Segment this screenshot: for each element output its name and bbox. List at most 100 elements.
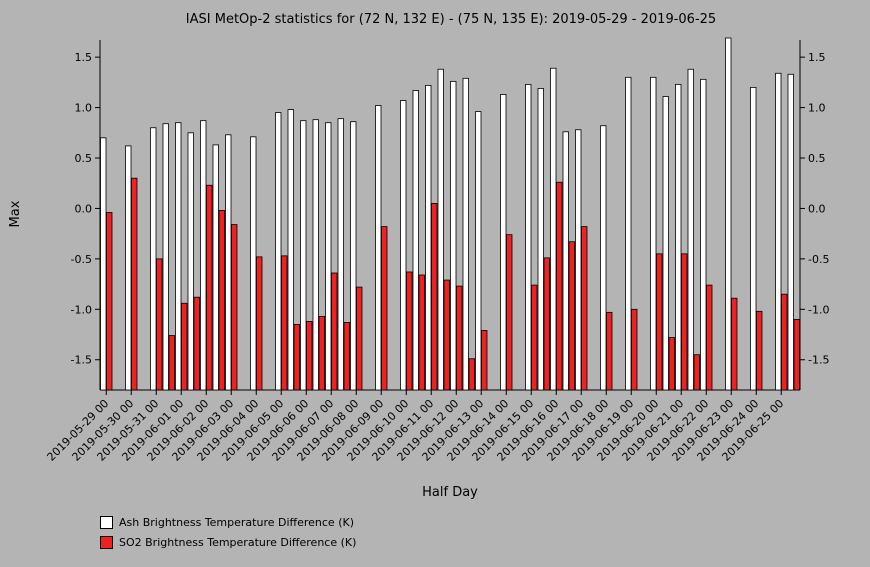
bar-so2	[256, 256, 263, 391]
bar-so2	[793, 318, 800, 391]
legend-label-so2: SO2 Brightness Temperature Difference (K…	[119, 535, 357, 549]
bar-so2	[231, 224, 238, 391]
bar-so2	[606, 311, 613, 391]
bar-so2	[343, 322, 350, 391]
bar-so2	[306, 321, 313, 391]
bar-so2	[468, 358, 475, 391]
bar-ash	[750, 87, 757, 391]
bar-ash	[475, 111, 482, 391]
bar-ash	[162, 123, 169, 391]
bar-so2	[418, 274, 425, 391]
bar-so2	[506, 234, 513, 391]
bar-so2	[581, 226, 588, 391]
bar-ash	[300, 120, 307, 391]
bar-ash	[650, 76, 657, 391]
bar-so2	[443, 279, 450, 391]
y-tick-label-right: 1.0	[808, 102, 826, 115]
bar-so2	[556, 181, 563, 391]
bar-ash	[437, 68, 444, 391]
bar-so2	[756, 310, 763, 391]
bar-so2	[331, 272, 338, 391]
bar-ash	[125, 145, 132, 391]
y-tick-label-right: 0.0	[808, 202, 826, 215]
bar-ash	[700, 78, 707, 391]
bar-ash	[775, 72, 782, 391]
bar-so2	[193, 296, 200, 391]
y-tick-label-right: -0.5	[808, 253, 829, 266]
bar-ash	[400, 100, 407, 391]
legend-swatch-so2	[100, 535, 113, 549]
x-axis-label: Half Day	[422, 485, 478, 500]
bar-ash	[375, 105, 382, 391]
bar-ash	[225, 134, 232, 391]
bar-ash	[662, 96, 669, 391]
bar-so2	[168, 335, 175, 391]
bar-so2	[381, 226, 388, 391]
bar-ash	[200, 120, 207, 391]
y-tick-label-left: 1.0	[75, 102, 93, 115]
legend-swatch-ash	[100, 515, 113, 529]
bar-ash	[275, 112, 282, 391]
bar-ash	[150, 127, 157, 391]
bar-ash	[787, 73, 794, 391]
plot-area: -1.5 -1.5 -1.0 -1.0 -0.5 -0.5 0.0 0.0 0.5 0.5 1.0 1…	[45, 37, 829, 464]
y-tick-label-left: 0.0	[75, 202, 93, 215]
bar-ash	[687, 68, 694, 391]
bar-ash	[100, 137, 107, 391]
bar-so2	[318, 315, 325, 391]
y-tick-label-left: -1.0	[71, 303, 92, 316]
bar-so2	[356, 286, 363, 391]
y-tick-label-right: 1.5	[808, 51, 826, 64]
bar-so2	[206, 184, 213, 391]
bar-ash	[350, 121, 357, 391]
bar-ash	[562, 131, 569, 391]
bar-ash	[450, 80, 457, 391]
y-tick-label-right: -1.5	[808, 354, 829, 367]
bar-so2	[156, 258, 163, 391]
bar-so2	[106, 212, 113, 391]
bar-so2	[681, 253, 688, 391]
bar-so2	[706, 284, 713, 391]
bar-ash	[537, 88, 544, 391]
bar-so2	[481, 330, 488, 391]
bar-ash	[725, 37, 732, 391]
bar-so2	[656, 253, 663, 391]
bar-so2	[781, 293, 788, 391]
bar-so2	[431, 203, 438, 391]
bar-ash	[412, 90, 419, 391]
bar-ash	[187, 132, 194, 391]
bar-ash	[575, 129, 582, 391]
chart-title: IASI MetOp-2 statistics for (72 N, 132 E…	[186, 12, 716, 27]
y-tick-label-left: -1.5	[71, 354, 92, 367]
bar-ash	[312, 119, 319, 391]
bar-ash	[625, 76, 632, 391]
bar-ash	[675, 83, 682, 391]
bar-ash	[600, 125, 607, 391]
y-tick-label-left: 0.5	[75, 152, 93, 165]
bar-ash	[500, 94, 507, 391]
bar-so2	[218, 210, 225, 391]
bar-ash	[325, 122, 332, 391]
bar-so2	[531, 284, 538, 391]
y-tick-label-left: -0.5	[71, 253, 92, 266]
legend-label-ash: Ash Brightness Temperature Difference (K…	[119, 515, 354, 529]
bar-so2	[293, 324, 300, 391]
bar-ash	[250, 136, 257, 391]
bar-so2	[668, 337, 675, 391]
bar-so2	[568, 241, 575, 391]
y-tick-label-left: 1.5	[75, 51, 93, 64]
bar-so2	[456, 285, 463, 391]
bar-ash	[525, 83, 532, 391]
bar-so2	[693, 354, 700, 391]
legend-item-ash: Ash Brightness Temperature Difference (K…	[100, 512, 356, 532]
bar-so2	[406, 271, 413, 391]
y-axis-label: Max	[8, 200, 23, 227]
y-tick-label-right: -1.0	[808, 303, 829, 316]
bar-ash	[212, 144, 219, 391]
bar-ash	[550, 67, 557, 391]
bar-ash	[337, 118, 344, 391]
legend: Ash Brightness Temperature Difference (K…	[100, 512, 356, 552]
y-tick-label-right: 0.5	[808, 152, 826, 165]
bar-ash	[175, 122, 182, 391]
